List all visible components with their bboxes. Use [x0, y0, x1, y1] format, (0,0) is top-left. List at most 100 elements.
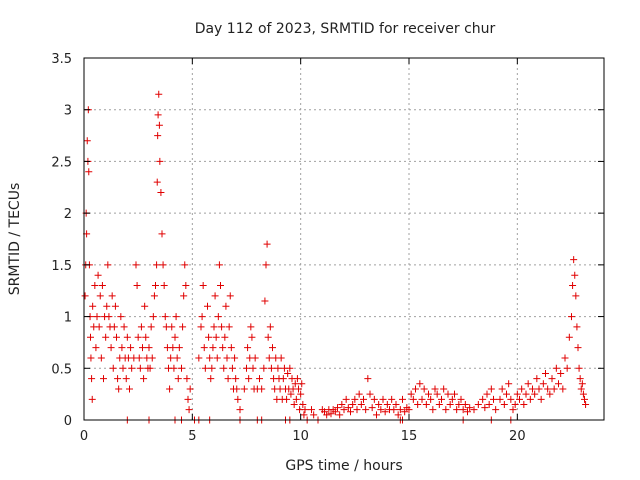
data-point	[485, 400, 493, 408]
data-point	[576, 375, 584, 383]
data-point	[366, 390, 374, 398]
data-point	[299, 400, 307, 408]
data-point	[440, 385, 448, 393]
data-point	[575, 364, 583, 372]
data-point	[427, 395, 435, 403]
data-point	[390, 406, 398, 414]
data-point	[154, 111, 162, 119]
data-point	[520, 400, 528, 408]
data-point	[267, 364, 275, 372]
data-point	[351, 395, 359, 403]
data-point	[331, 408, 339, 416]
data-point	[448, 395, 456, 403]
data-point	[251, 354, 259, 362]
data-point	[97, 354, 105, 362]
data-point	[455, 400, 463, 408]
data-point	[200, 344, 208, 352]
y-tick-label: 1.5	[51, 259, 72, 274]
data-point	[286, 364, 294, 372]
data-point	[210, 323, 218, 331]
data-point	[150, 292, 158, 300]
data-point	[295, 385, 302, 393]
data-point	[347, 408, 354, 416]
data-point	[155, 90, 163, 98]
data-point	[184, 395, 192, 403]
data-point	[571, 271, 579, 279]
data-point	[180, 292, 188, 300]
data-point	[336, 411, 344, 419]
data-point	[582, 400, 590, 408]
data-point	[218, 323, 226, 331]
data-point	[552, 364, 560, 372]
data-point	[136, 364, 144, 372]
data-point	[513, 390, 521, 398]
data-point	[261, 297, 269, 305]
data-point	[266, 323, 274, 331]
data-point	[102, 333, 110, 341]
data-point	[115, 385, 123, 393]
data-point	[128, 364, 136, 372]
data-point	[327, 410, 335, 418]
data-point	[152, 282, 159, 290]
data-point	[470, 406, 478, 414]
data-point	[533, 375, 541, 383]
data-point	[231, 354, 239, 362]
data-point	[172, 313, 180, 321]
data-point	[81, 292, 89, 300]
data-point	[149, 313, 157, 321]
data-point	[535, 385, 543, 393]
data-point	[379, 395, 387, 403]
data-point	[240, 385, 248, 393]
data-point	[388, 395, 396, 403]
data-point	[94, 271, 102, 279]
data-point	[522, 390, 530, 398]
data-point	[511, 400, 519, 408]
data-point	[503, 390, 510, 398]
data-point	[287, 390, 295, 398]
data-point	[139, 344, 146, 352]
x-tick-label: 10	[292, 429, 309, 444]
data-point	[179, 323, 187, 331]
data-point	[153, 178, 161, 186]
chart-title: Day 112 of 2023, SRMTID for receiver chu…	[195, 21, 496, 37]
data-point	[349, 400, 357, 408]
data-point	[158, 230, 166, 238]
data-point	[531, 390, 539, 398]
data-point	[507, 395, 515, 403]
data-point	[466, 404, 474, 412]
data-point	[95, 323, 103, 331]
data-point	[293, 375, 301, 383]
data-point	[451, 390, 458, 398]
data-point	[338, 400, 346, 408]
data-point	[353, 406, 361, 414]
data-point	[213, 354, 221, 362]
data-point	[578, 380, 586, 388]
data-point	[300, 411, 308, 419]
data-point	[88, 375, 96, 383]
data-point	[185, 406, 193, 414]
data-point	[375, 400, 383, 408]
data-point	[308, 406, 315, 414]
data-point	[211, 292, 219, 300]
data-point	[422, 400, 430, 408]
data-point	[264, 333, 272, 341]
data-point	[570, 256, 578, 264]
data-point	[565, 333, 573, 341]
data-point	[479, 395, 487, 403]
data-point	[108, 292, 116, 300]
data-point	[539, 380, 547, 388]
data-point	[209, 344, 217, 352]
data-point	[416, 380, 424, 388]
data-point	[205, 333, 213, 341]
y-tick-label: 2.5	[51, 155, 72, 170]
data-point	[537, 395, 545, 403]
data-point	[433, 390, 441, 398]
data-point	[258, 385, 266, 393]
data-point	[178, 364, 185, 372]
data-point	[168, 323, 176, 331]
data-point	[263, 240, 271, 248]
data-point	[83, 137, 91, 145]
data-point	[183, 375, 191, 383]
data-point	[381, 408, 389, 416]
data-points	[81, 90, 590, 424]
